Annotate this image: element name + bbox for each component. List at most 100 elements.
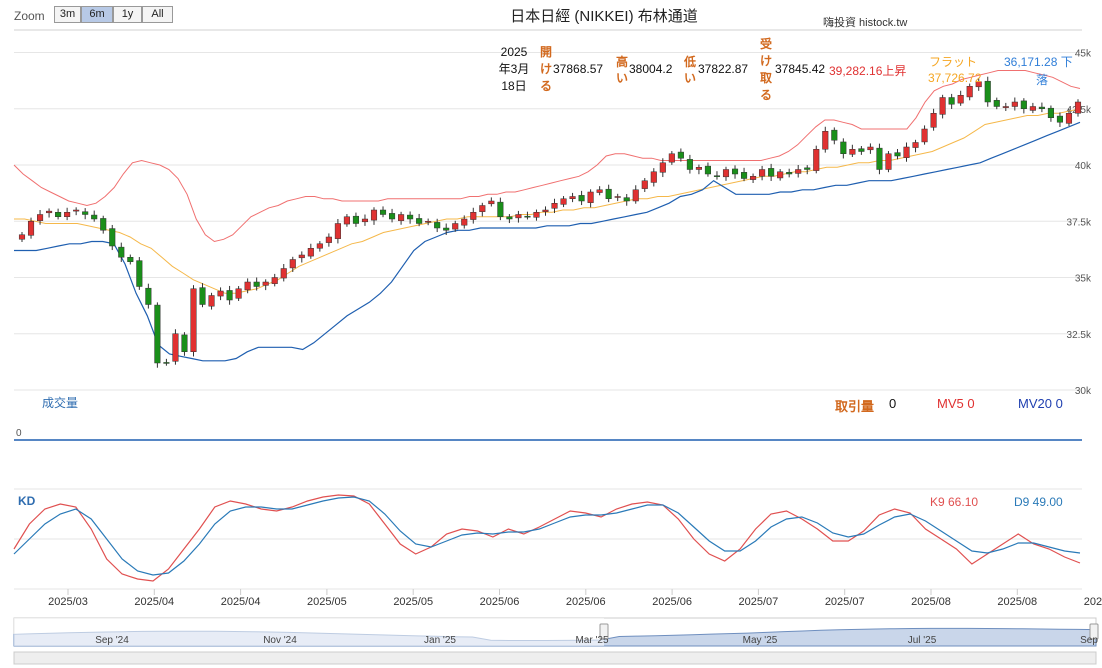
zoom-3m-button[interactable]: 3m (54, 6, 81, 23)
candle (416, 213, 423, 227)
candle (118, 242, 125, 262)
tooltip-date-day: 18日 (501, 79, 527, 93)
candle (858, 145, 865, 155)
candle (497, 197, 504, 221)
candle-up-body (813, 149, 820, 171)
zoom-all-button[interactable]: All (142, 6, 173, 23)
candle (1011, 97, 1018, 111)
candle (578, 190, 585, 206)
tooltip-close-label: 受け取る (760, 37, 773, 102)
candle-up-body (614, 196, 621, 198)
navigator[interactable]: Sep '24 Nov '24 Jan '25 Mar '25 May '25 Jul '… (13, 617, 1099, 647)
x-tick-label: 2025/07 (825, 596, 865, 608)
candle (325, 233, 332, 247)
candle (235, 286, 242, 302)
candle (957, 90, 964, 106)
candle (352, 212, 359, 227)
candle-up-body (542, 209, 549, 212)
x-tick-label: 2025/06 (480, 596, 520, 608)
navigator-label: Sep (1080, 635, 1098, 646)
candle (804, 165, 811, 175)
tooltip-high-value: 38004.2 (629, 62, 673, 76)
k-line (13, 494, 1081, 582)
candle-up-body (27, 221, 35, 236)
tooltip-open-label: 開け る (540, 45, 553, 93)
candle (407, 211, 414, 224)
candle-down-body (948, 97, 955, 105)
candle-up-body (479, 205, 486, 212)
candle-down-body (253, 281, 260, 287)
candle (605, 184, 612, 203)
volume-title: 成交量 (42, 396, 79, 410)
navigator-scrollbar[interactable] (13, 651, 1097, 665)
candle-up-body (939, 97, 946, 115)
candle-down-body (352, 215, 359, 224)
candle (668, 151, 675, 165)
candle-up-body (470, 212, 477, 220)
candle (488, 197, 495, 207)
site-credit: 嗨投資 histock.tw (823, 17, 908, 29)
candle (966, 83, 973, 101)
candle-down-body (1047, 107, 1054, 118)
candle-down-body (127, 257, 134, 262)
candle (759, 165, 766, 181)
candle-down-body (768, 168, 775, 177)
candle (398, 211, 405, 225)
candle-down-body (163, 362, 170, 364)
candle (370, 207, 378, 225)
candle-up-body (912, 142, 919, 148)
candle (479, 202, 486, 217)
navigator-left-handle[interactable] (599, 623, 609, 640)
candle (343, 214, 350, 227)
x-tick-label: 2025/06 (652, 596, 692, 608)
candle (208, 292, 215, 310)
candle-down-body (704, 165, 711, 175)
candle-up-body (750, 176, 757, 180)
candle-up-body (488, 200, 495, 205)
candle (984, 76, 991, 107)
tooltip-low-value: 37822.87 (698, 62, 749, 76)
navigator-right-handle[interactable] (1089, 623, 1099, 640)
volume-value: 0 (889, 396, 897, 411)
candle-down-body (804, 167, 811, 170)
candle (217, 287, 224, 301)
chart-title: 日本日經 (NIKKEI) 布林通道 (510, 8, 698, 25)
navigator-unselected-mask (14, 618, 604, 646)
kd-title: KD (18, 494, 36, 508)
candle-up-body (596, 189, 603, 193)
candle-up-body (560, 198, 567, 205)
candle-down-body (686, 159, 693, 170)
candle-up-body (208, 295, 215, 307)
navigator-label: Jan '25 (424, 635, 456, 646)
candle-up-body (289, 259, 296, 269)
candle-up-body (795, 169, 802, 174)
candle-down-body (91, 214, 98, 220)
zoom-6m-button[interactable]: 6m (81, 6, 113, 23)
candle (614, 193, 621, 202)
candle-down-body (109, 228, 116, 247)
navigator-label: May '25 (743, 635, 778, 646)
candle (1074, 99, 1082, 117)
volume-label: 取引量 (835, 399, 875, 414)
candle-up-body (235, 288, 242, 299)
candle (867, 143, 874, 154)
tooltip-open-value: 37868.57 (553, 62, 604, 76)
x-tick-label: 2025/09 (1084, 596, 1102, 608)
candle (993, 97, 1000, 110)
candle (190, 285, 197, 357)
candle-up-body (361, 218, 369, 223)
candle (894, 149, 901, 160)
tooltip-low-label: 低い (684, 55, 697, 85)
candle-up-body (569, 196, 576, 199)
candle (849, 144, 856, 158)
zoom-1y-button[interactable]: 1y (113, 6, 142, 23)
candle-up-body (885, 153, 892, 170)
candle-down-body (858, 148, 865, 152)
candle-down-body (506, 216, 513, 220)
candle (461, 215, 468, 229)
candle (55, 208, 62, 220)
candle (659, 158, 666, 178)
candle (262, 279, 269, 291)
